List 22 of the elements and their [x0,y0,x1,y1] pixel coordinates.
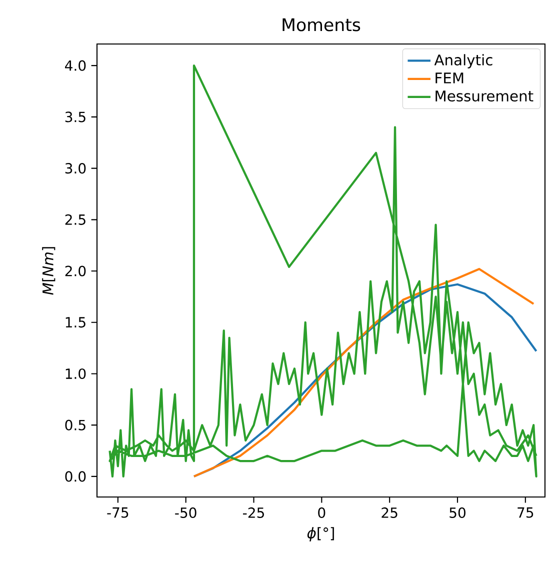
y-tick-label: 0.0 [65,471,86,482]
y-tick-label: 2.5 [65,214,86,225]
legend-label: Analytic [434,54,492,68]
x-axis-title: ϕ[°] [307,527,334,542]
legend-label: FEM [436,72,464,84]
y-axis-title: M[Nm] [42,247,56,295]
y-tick-label: 3.5 [65,112,86,122]
x-tick-label: -50 [175,507,196,518]
x-tick-label: 50 [450,507,466,518]
chart-title: Moments [282,18,360,32]
y-tick-label: 2.0 [65,266,86,276]
legend-label: Messurement [436,90,534,102]
x-tick-label: -75 [107,507,128,518]
y-tick-label: 1.5 [66,317,86,328]
y-tick-label: 4.0 [65,60,86,71]
x-tick-label: 75 [518,507,534,518]
x-tick-label: 25 [382,507,398,518]
x-tick-label: -25 [243,507,264,518]
y-tick-label: 0.5 [65,420,86,430]
y-tick-label: 1.0 [66,368,86,380]
x-tick-label: 0 [318,507,326,518]
y-tick-label: 3.0 [65,163,86,174]
